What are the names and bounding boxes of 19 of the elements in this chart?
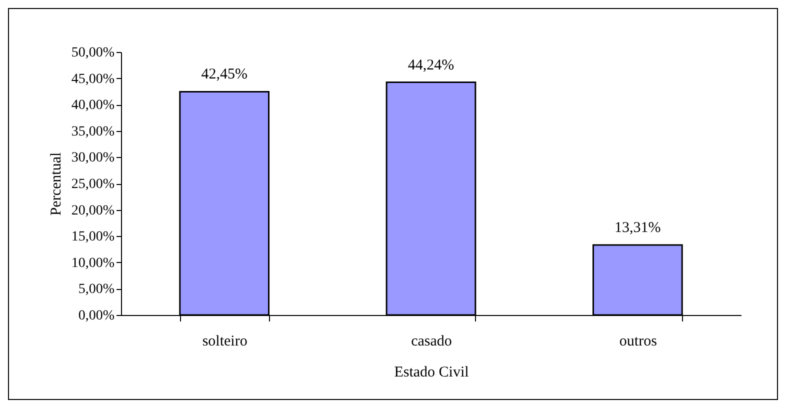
y-axis-title: Percentual xyxy=(48,152,64,216)
x-axis-title: Estado Civil xyxy=(394,364,469,380)
y-tick-label: 35,00% xyxy=(71,124,115,140)
y-tick-label: 40,00% xyxy=(71,98,115,114)
data-label: 44,24% xyxy=(408,57,454,74)
y-tick-label: 15,00% xyxy=(71,230,115,245)
data-label: 13,31% xyxy=(614,220,661,236)
y-tick-label: 45,00% xyxy=(71,72,115,87)
y-tick-label: 25,00% xyxy=(71,177,115,192)
y-tick-label: 10,00% xyxy=(71,256,115,271)
data-label: 42,45% xyxy=(201,66,248,83)
y-tick-label: 50,00% xyxy=(71,46,115,60)
y-tick-label: 5,00% xyxy=(78,282,115,298)
x-tick-label: solteiro xyxy=(202,334,248,350)
x-tick-label: casado xyxy=(411,334,452,350)
y-tick-label: 30,00% xyxy=(71,150,115,166)
y-tick-label: 20,00% xyxy=(71,203,115,218)
x-tick-label: outros xyxy=(619,334,658,350)
y-tick-label: 0,00% xyxy=(78,308,115,324)
